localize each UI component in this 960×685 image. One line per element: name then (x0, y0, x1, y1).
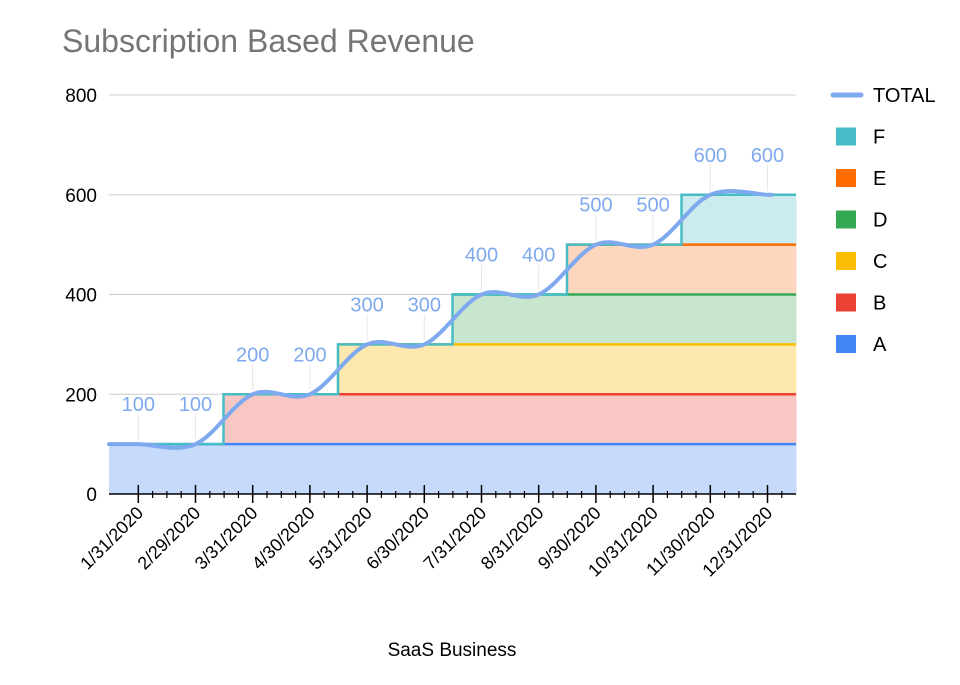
area-e-fill (681, 244, 740, 295)
total-line (107, 189, 774, 450)
area-b-fill (681, 394, 740, 445)
data-label: 200 (236, 344, 269, 366)
data-labels: 100 100 200 200 300 300 400 400 500 500 600 600 (122, 145, 784, 441)
x-axis-label: SaaS Business (388, 640, 517, 661)
area-d-fill (452, 294, 511, 345)
stacked-areas (109, 193, 797, 494)
y-tick-label: 200 (65, 385, 97, 406)
legend-swatch-d (836, 210, 856, 229)
area-c-fill (738, 344, 797, 395)
area-b-fill (280, 394, 339, 445)
area-d-fill (738, 294, 797, 345)
data-label: 100 (179, 394, 212, 416)
area-c-fill (395, 344, 453, 395)
area-c-fill (567, 344, 625, 395)
y-tick-label: 600 (65, 186, 97, 207)
area-b-fill (223, 394, 282, 445)
chart-title: Subscription Based Revenue (62, 23, 475, 59)
legend-label-total: TOTAL (873, 85, 936, 107)
area-b-fill (738, 394, 797, 445)
data-label: 200 (293, 344, 326, 366)
area-b-fill (338, 394, 396, 445)
total-line-layer (107, 189, 774, 450)
y-tick-label: 400 (65, 286, 97, 307)
data-label: 600 (751, 145, 784, 167)
area-b-fill (509, 394, 568, 445)
data-label: 600 (694, 145, 727, 167)
data-label: 500 (579, 195, 612, 217)
legend-swatch-a (836, 335, 856, 353)
legend-label-c: C (873, 251, 887, 273)
legend-swatch-f (836, 127, 856, 146)
area-d-fill (624, 294, 682, 345)
data-label: 300 (408, 294, 441, 316)
legend-label-b: B (873, 293, 886, 315)
area-b-fill (395, 394, 453, 445)
area-d-fill (567, 294, 625, 345)
legend-swatch-b (836, 293, 856, 312)
area-e-fill (567, 244, 625, 295)
legend-swatch-e (836, 169, 856, 187)
data-label: 500 (636, 195, 669, 217)
area-c-fill (338, 344, 396, 395)
area-e-fill (624, 244, 682, 295)
area-c-fill (452, 344, 511, 395)
area-d-fill (509, 294, 568, 345)
data-label: 100 (122, 394, 155, 416)
area-c-fill (509, 344, 568, 395)
area-e-fill (738, 244, 797, 295)
data-label: 400 (522, 245, 555, 267)
area-b-fill (452, 394, 511, 445)
legend-label-d: D (873, 210, 887, 232)
legend-swatch-c (836, 252, 856, 270)
y-tick-label: 0 (86, 485, 97, 506)
data-label: 400 (465, 245, 498, 267)
legend-label-f: F (873, 127, 885, 149)
area-b-fill (567, 394, 625, 445)
area-f-fill (681, 194, 740, 245)
area-f-fill (738, 194, 797, 245)
area-b-fill (624, 394, 682, 445)
axes: 1/31/20202/29/20203/31/20204/30/20205/31… (76, 485, 796, 581)
legend-label-e: E (873, 168, 886, 190)
area-d-fill (681, 294, 740, 345)
area-c-fill (681, 344, 740, 395)
y-tick-label: 800 (65, 86, 97, 107)
legend-label-a: A (873, 334, 887, 356)
area-c-fill (624, 344, 682, 395)
data-label: 300 (350, 294, 383, 316)
